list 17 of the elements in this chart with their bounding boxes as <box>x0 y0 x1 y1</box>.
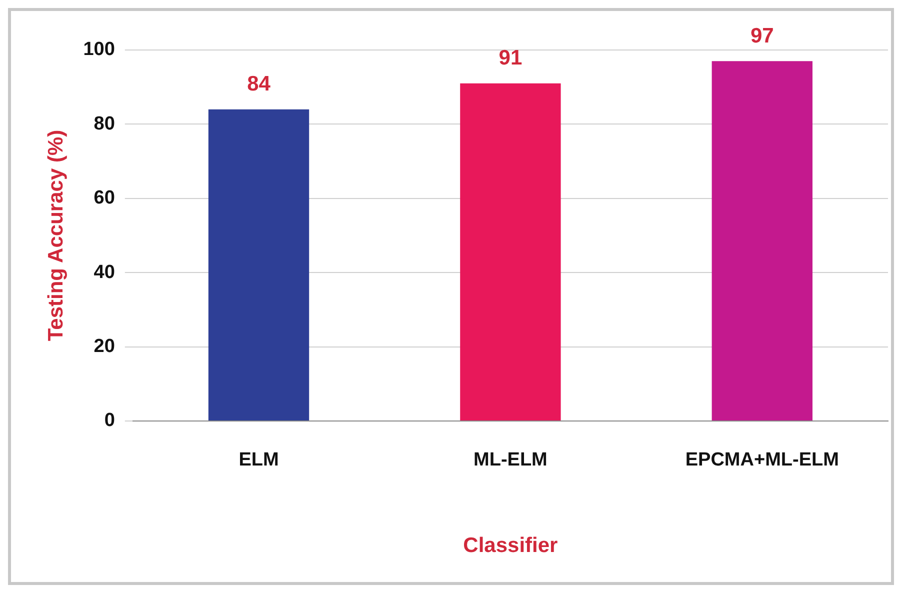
bar <box>712 61 812 420</box>
x-tick-label: ML-ELM <box>474 450 548 471</box>
y-tick-label: 100 <box>83 39 115 60</box>
data-label: 91 <box>498 46 522 70</box>
y-tick-label: 20 <box>94 336 115 358</box>
data-label: 84 <box>247 72 271 96</box>
y-tick-label: 60 <box>94 188 115 209</box>
data-label: 97 <box>750 24 774 48</box>
bar <box>208 109 310 420</box>
bar <box>460 83 561 420</box>
x-tick-label: EPCMA+ML-ELM <box>685 450 839 471</box>
y-axis-title: Testing Accuracy (%) <box>44 130 68 342</box>
y-tick-label: 0 <box>104 410 115 432</box>
y-tick-label: 40 <box>94 262 115 283</box>
y-tick-label: 80 <box>94 113 115 134</box>
x-tick-label: ELM <box>238 450 279 471</box>
x-axis-title: Classifier <box>463 534 558 558</box>
